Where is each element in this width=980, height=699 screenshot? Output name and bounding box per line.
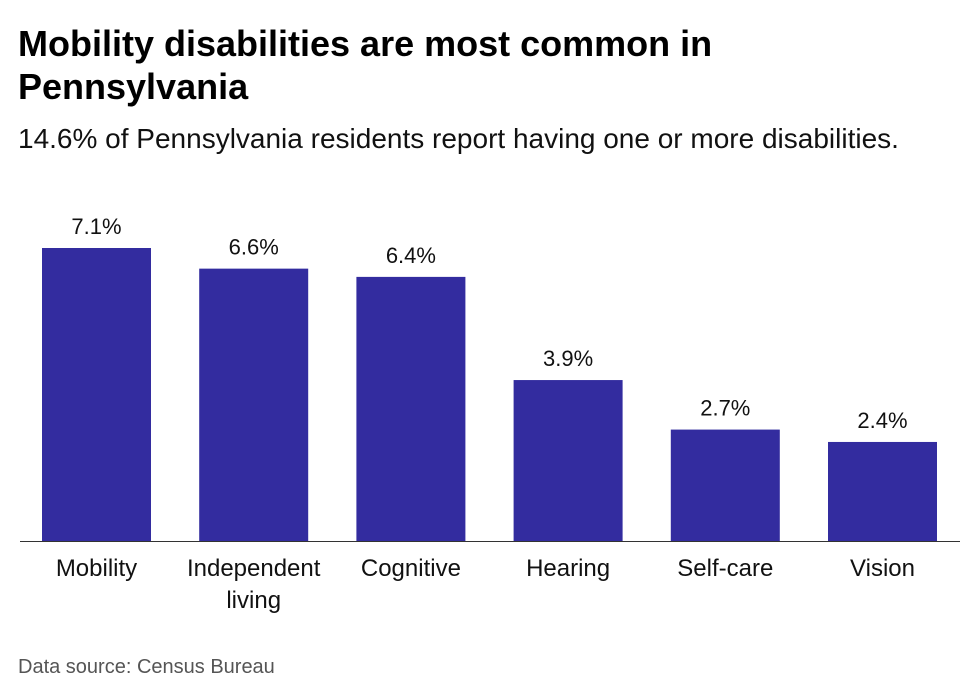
category-tick-label: Cognitive (361, 555, 461, 582)
bar-value-label: 2.4% (857, 408, 907, 433)
category-tick-label: Self-care (677, 555, 773, 582)
category-tick-label: Mobility (56, 555, 137, 582)
chart-title: Mobility disabilities are most common in… (18, 23, 713, 107)
bar (199, 268, 309, 541)
category-tick-label: Hearing (526, 555, 610, 582)
bar (828, 441, 937, 541)
bar (42, 248, 151, 541)
category-tick-label: Vision (850, 555, 915, 582)
bar-value-label: 2.7% (700, 396, 750, 421)
data-source-note: Data source: Census Bureau (18, 656, 275, 678)
bar-value-label: 7.1% (71, 214, 121, 239)
bar (513, 380, 623, 541)
bar-value-label: 3.9% (543, 346, 593, 371)
bar (356, 276, 466, 541)
bar-value-label: 6.4% (386, 243, 436, 268)
category-tick-label: living (226, 587, 281, 614)
bar-value-label: 6.6% (229, 235, 279, 260)
bar (670, 429, 780, 541)
chart-subtitle: 14.6% of Pennsylvania residents report h… (18, 123, 899, 154)
category-tick-label: Independent (187, 555, 321, 582)
